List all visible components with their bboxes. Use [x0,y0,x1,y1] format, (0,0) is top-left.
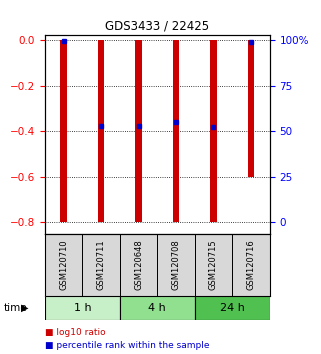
Text: GSM120710: GSM120710 [59,239,68,290]
Bar [247,40,254,177]
Bar [82,234,120,296]
Text: ■ percentile rank within the sample: ■ percentile rank within the sample [45,341,209,350]
Text: ▶: ▶ [21,303,28,313]
Bar [120,296,195,320]
Bar [157,234,195,296]
Text: GSM120708: GSM120708 [171,239,180,290]
Bar [173,40,179,222]
Text: 4 h: 4 h [148,303,166,313]
Bar [135,40,142,222]
Bar [210,40,217,222]
Text: 1 h: 1 h [74,303,91,313]
Bar [98,40,105,222]
Bar [120,234,157,296]
Text: GSM120648: GSM120648 [134,239,143,290]
Text: ■ log10 ratio: ■ log10 ratio [45,327,106,337]
Bar [195,234,232,296]
Text: GSM120711: GSM120711 [97,239,106,290]
Bar [232,234,270,296]
Bar [45,234,82,296]
Bar [60,40,67,222]
Text: GSM120715: GSM120715 [209,239,218,290]
Text: GSM120716: GSM120716 [247,239,256,290]
Text: time: time [3,303,27,313]
Title: GDS3433 / 22425: GDS3433 / 22425 [105,20,209,33]
Text: 24 h: 24 h [220,303,245,313]
Bar [195,296,270,320]
Bar [45,296,120,320]
